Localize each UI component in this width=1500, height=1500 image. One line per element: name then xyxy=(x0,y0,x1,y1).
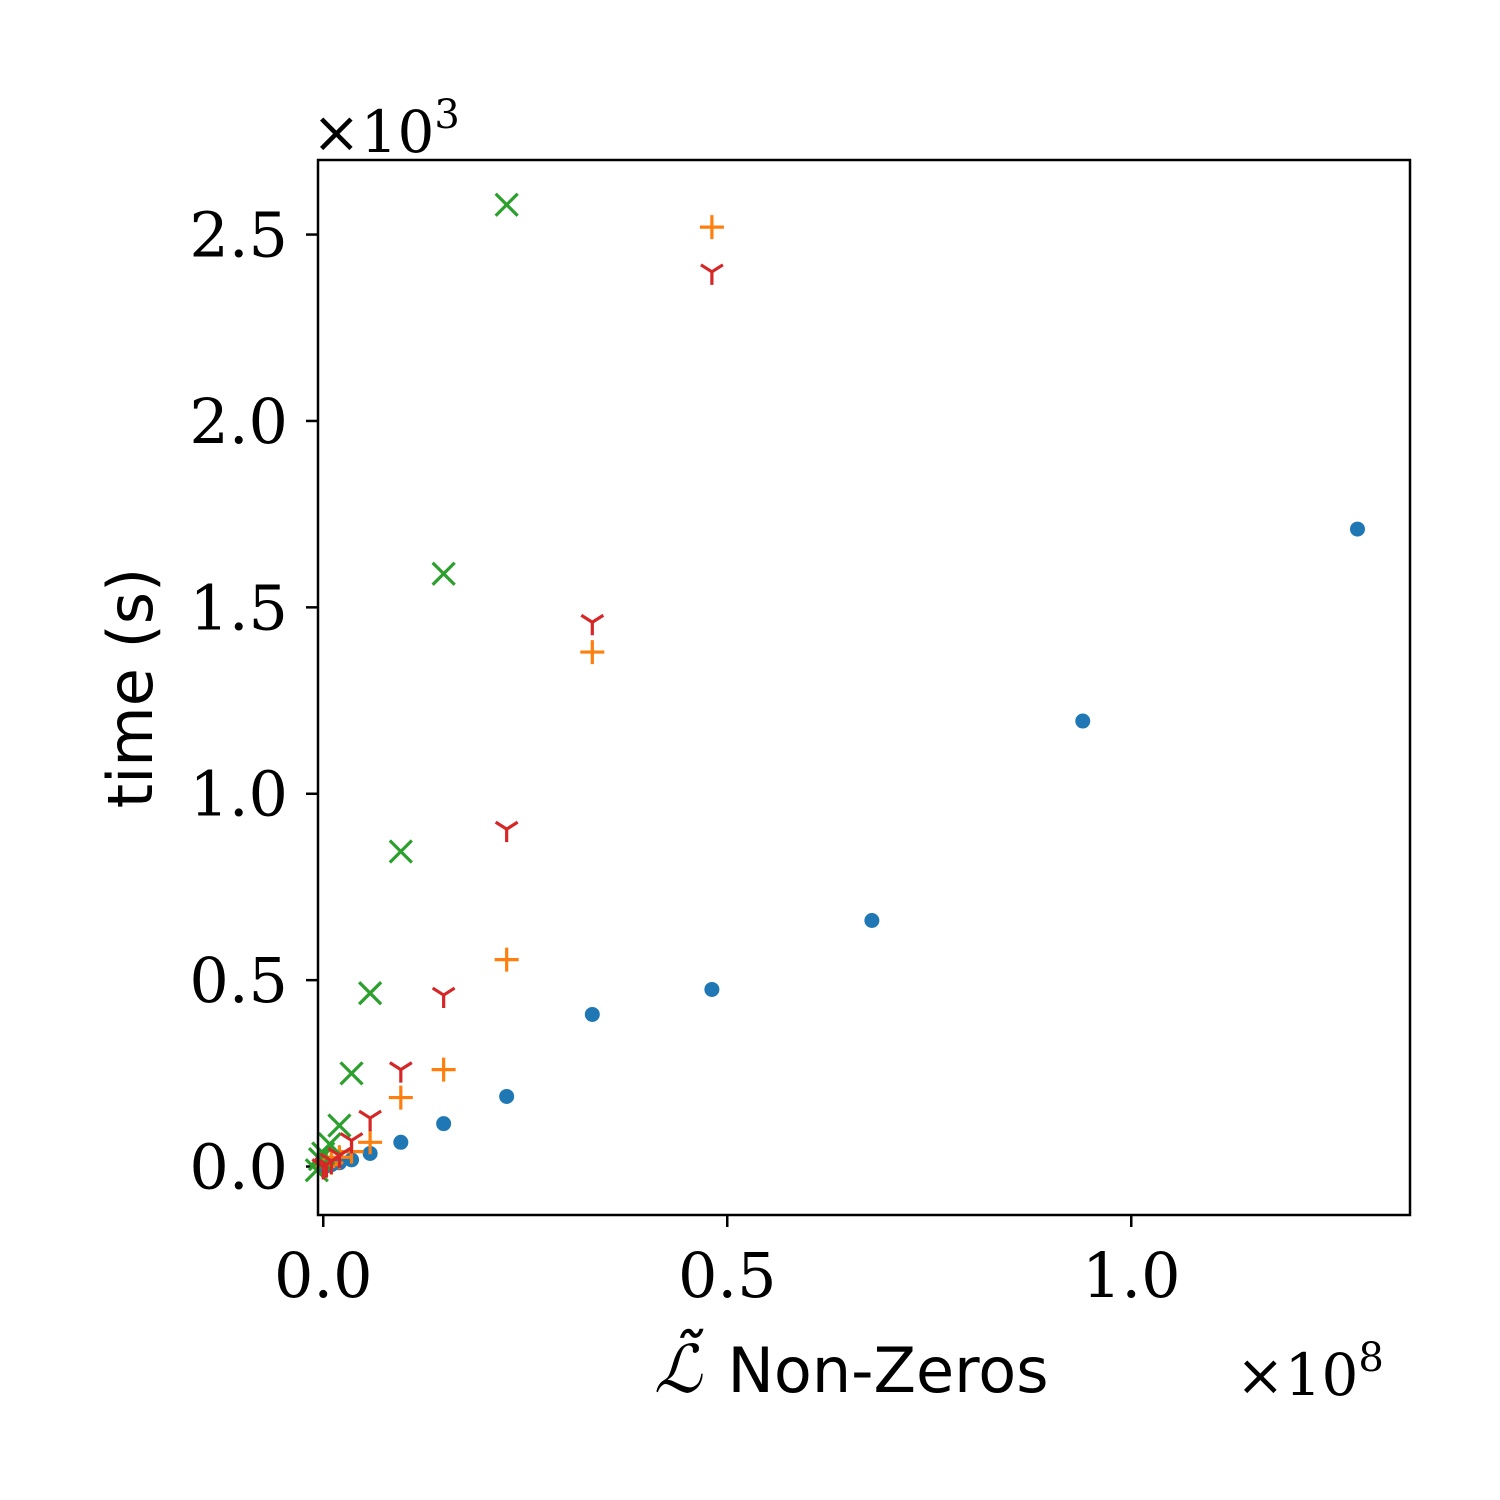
x-scale-label: ×108 xyxy=(1236,1335,1384,1409)
y-tick-label: 1.0 xyxy=(189,758,288,831)
data-point-tri-down xyxy=(700,263,724,285)
data-point-circle xyxy=(1349,521,1365,537)
data-point-tri-down xyxy=(327,1147,352,1169)
data-point-tri-down xyxy=(431,986,456,1009)
x-tick-label: 1.0 xyxy=(1082,1239,1181,1312)
y-tick-label: 0.5 xyxy=(189,944,288,1017)
data-point-cross xyxy=(388,839,413,864)
y-scale-label: ×103 xyxy=(312,92,460,166)
data-point-cross xyxy=(327,1113,352,1138)
data-point-circle xyxy=(704,981,720,997)
data-point-tri-down xyxy=(358,1109,382,1132)
data-points xyxy=(304,192,1365,1183)
data-point-cross xyxy=(317,1132,342,1157)
data-point-plus xyxy=(699,215,724,240)
data-point-tri-down xyxy=(339,1132,364,1154)
data-point-cross xyxy=(494,192,519,217)
data-point-circle xyxy=(436,1116,452,1132)
y-tick-label: 0.0 xyxy=(189,1131,288,1204)
data-point-plus xyxy=(388,1085,413,1110)
x-axis-ticks: 0.0 0.5 1.0 xyxy=(274,1215,1181,1312)
y-axis-ticks: 0.0 0.5 1.0 1.5 2.0 2.5 xyxy=(189,199,318,1204)
x-axis-label-symbol: ℒ̃ xyxy=(654,1328,704,1408)
data-point-tri-down xyxy=(580,613,605,636)
data-point-circle xyxy=(864,912,880,928)
y-tick-label: 2.0 xyxy=(189,385,288,458)
y-axis-label: time (s) xyxy=(94,568,167,808)
x-axis-label-text: Non-Zeros xyxy=(728,1334,1049,1407)
y-tick-label: 2.5 xyxy=(189,199,288,272)
data-point-cross xyxy=(357,981,383,1006)
x-scale-exponent: 8 xyxy=(1358,1335,1383,1381)
data-point-cross xyxy=(339,1061,364,1086)
data-point-plus xyxy=(494,947,519,972)
data-point-plus xyxy=(431,1057,456,1082)
data-point-tri-down xyxy=(494,820,519,843)
data-point-plus xyxy=(580,640,605,665)
data-point-circle xyxy=(499,1088,515,1104)
x-tick-label: 0.0 xyxy=(274,1239,373,1312)
data-point-plus xyxy=(358,1130,383,1155)
data-point-circle xyxy=(1075,713,1091,729)
data-point-tri-down xyxy=(388,1061,413,1083)
y-scale-exponent: 3 xyxy=(434,92,459,138)
x-tick-label: 0.5 xyxy=(678,1239,777,1312)
y-tick-label: 1.5 xyxy=(189,571,288,644)
data-point-circle xyxy=(584,1006,600,1022)
data-point-circle xyxy=(393,1134,409,1150)
data-point-cross xyxy=(431,561,456,586)
x-axis-label: ℒ̃ Non-Zeros xyxy=(654,1328,1049,1408)
plot-frame xyxy=(316,158,1412,1217)
